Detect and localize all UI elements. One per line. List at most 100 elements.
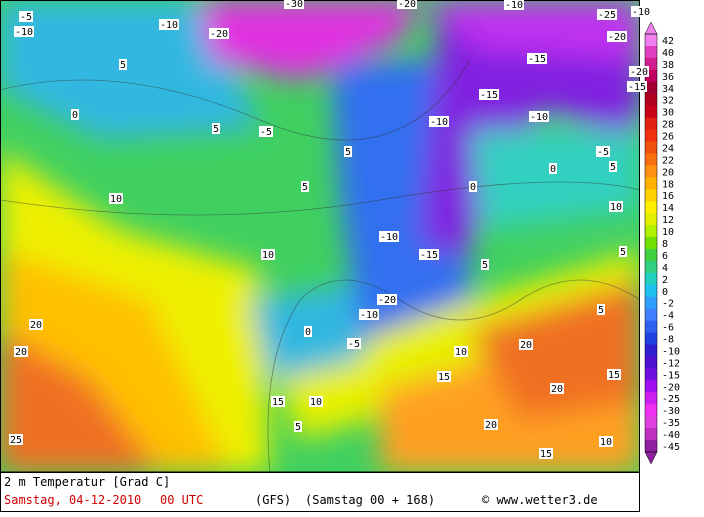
footer-date: Samstag, 04-12-2010	[4, 493, 141, 507]
colorbar-label: -20	[662, 382, 680, 393]
contour-label: 10	[310, 397, 322, 408]
footer-credit: © www.wetter3.de	[482, 493, 598, 507]
contour-label: 15	[438, 372, 450, 383]
contour-label: -15	[480, 90, 498, 101]
contour-label: 5	[295, 422, 301, 433]
contour-label-bg	[469, 181, 477, 192]
contour-label-bg	[9, 434, 23, 445]
colorbar-label: -8	[662, 335, 674, 346]
contour-label-bg	[599, 436, 613, 447]
colorbar-band	[645, 356, 657, 369]
contour-label-bg	[119, 59, 127, 70]
contour-label-bg	[309, 396, 323, 407]
contour-label-bg	[609, 161, 617, 172]
contour-label-bg	[14, 26, 34, 37]
contour-label-bg	[379, 231, 399, 242]
contour-label-bg	[519, 339, 533, 350]
colorbar-label: -6	[662, 323, 674, 334]
contour-label-bg	[504, 0, 524, 10]
contour-label-bg	[294, 421, 302, 432]
contour-label-bg	[619, 246, 627, 257]
colorbar-label: 12	[662, 215, 674, 226]
contour-label-bg	[261, 249, 275, 260]
contour-label: 5	[302, 182, 308, 193]
contour-label-bg	[627, 81, 647, 92]
contour-label: 5	[598, 305, 604, 316]
colorbar-label: 26	[662, 132, 674, 143]
colorbar-band	[645, 284, 657, 298]
contour-label: -5	[597, 147, 609, 158]
contour-label-bg	[397, 0, 417, 9]
contour-label-bg	[550, 383, 564, 394]
contour-label-bg	[259, 126, 273, 137]
contour-label-bg	[284, 0, 304, 9]
contour-label: -20	[398, 0, 416, 10]
colorbar-band	[645, 117, 657, 131]
colorbar-band	[645, 129, 657, 142]
contour-label: 5	[482, 260, 488, 271]
footer-frame	[0, 472, 640, 512]
contour-label-bg	[344, 146, 352, 157]
contour-label-bg	[631, 6, 651, 17]
colorbar-band	[645, 344, 657, 357]
contour-label: 5	[620, 247, 626, 258]
colorbar-label: 16	[662, 191, 674, 202]
colorbar-band	[645, 93, 657, 107]
contour-label-bg	[19, 11, 33, 22]
contour-label-bg	[479, 89, 499, 100]
colorbar-band	[645, 105, 657, 119]
colorbar-band	[645, 177, 657, 190]
contour-labels: -5-10-10-20-30 -20 -10-25 -10-20-15-20-15-1…	[9, 0, 651, 460]
colorbar-band	[645, 392, 657, 405]
contour-label: -20	[608, 32, 626, 43]
contour-label: -15	[628, 82, 646, 93]
contour-label: -15	[528, 54, 546, 65]
contour-label-bg	[377, 294, 397, 305]
colorbar-band	[645, 308, 657, 322]
colorbar-label: 2	[662, 275, 668, 286]
colorbar-label: 32	[662, 96, 674, 107]
contour-label: 10	[610, 202, 622, 213]
contour-label: 25	[10, 435, 22, 446]
contour-label: 5	[610, 162, 616, 173]
contour-label: 15	[540, 449, 552, 460]
contour-label-bg	[596, 146, 610, 157]
contour-label-bg	[484, 419, 498, 430]
contour-label: -10	[160, 20, 178, 31]
contour-label-bg	[29, 319, 43, 330]
contour-label-bg	[209, 28, 229, 39]
colorbar-band	[645, 201, 657, 214]
contour-label-bg	[607, 369, 621, 380]
contour-label: 0	[305, 327, 311, 338]
colorbar-label: -2	[662, 299, 674, 310]
colorbar-band	[645, 153, 657, 166]
contour-label: -20	[378, 295, 396, 306]
colorbar: 424038363432302826242220181614121086420-…	[644, 21, 680, 465]
colorbar-band	[645, 428, 657, 441]
colorbar-label: 10	[662, 227, 674, 238]
colorbar-band	[645, 225, 657, 238]
contour-label: 5	[120, 60, 126, 71]
colorbar-top-arrow	[644, 21, 658, 35]
footer-title: 2 m Temperatur [Grad C]	[4, 475, 170, 489]
colorbar-band	[645, 320, 657, 334]
contour-label-bg	[549, 163, 557, 174]
colorbar-band	[645, 237, 657, 250]
contour-label: -10	[632, 7, 650, 18]
contour-label: 20	[30, 320, 42, 331]
contour-label: 20	[485, 420, 497, 431]
contour-label: 0	[72, 110, 78, 121]
temperature-field	[0, 0, 640, 472]
contour-label-bg	[609, 201, 623, 212]
contour-label: 10	[110, 194, 122, 205]
contour-label-bg	[607, 31, 627, 42]
colorbar-label: 4	[662, 263, 668, 274]
colorbar-band	[645, 404, 657, 417]
colorbar-band	[645, 416, 657, 429]
contour-label-bg	[629, 66, 649, 77]
contour-label: -20	[630, 67, 648, 78]
colorbar-label: 20	[662, 167, 674, 178]
contour-label: -30	[285, 0, 303, 10]
